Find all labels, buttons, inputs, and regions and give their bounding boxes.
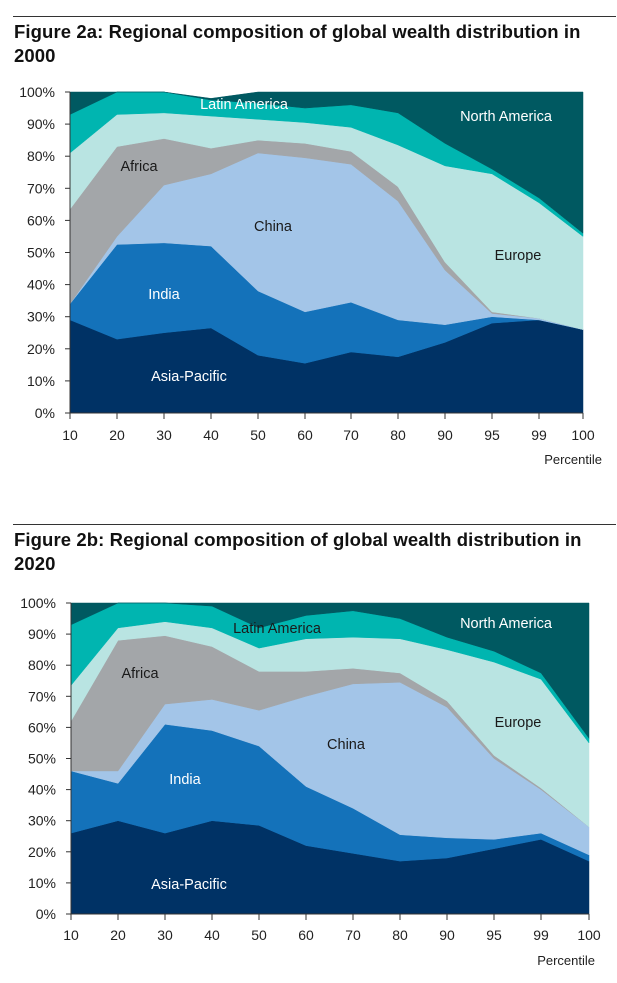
y-tick-label: 30%: [28, 813, 56, 829]
y-tick-label: 70%: [28, 688, 56, 704]
x-tick-label: 95: [486, 927, 502, 943]
x-tick-label: 100: [577, 927, 601, 943]
x-tick-label: 70: [345, 927, 361, 943]
y-tick-label: 30%: [27, 309, 55, 325]
x-tick-label: 40: [203, 427, 219, 443]
figure-title: Figure 2a: Regional composition of globa…: [14, 21, 581, 66]
series-label-china: China: [254, 219, 293, 235]
y-tick-label: 90%: [28, 626, 56, 642]
series-label-africa: Africa: [121, 666, 159, 682]
y-tick-label: 40%: [28, 782, 56, 798]
y-tick-label: 10%: [27, 373, 55, 389]
y-tick-label: 50%: [27, 245, 55, 261]
x-tick-label: 99: [531, 427, 547, 443]
area-north-america: [70, 602, 590, 740]
x-axis-title: Percentile: [537, 953, 595, 968]
y-tick-label: 70%: [27, 180, 55, 196]
stacked-area-chart: 0% 10% 20% 30% 40% 50% 60% 70% 80% 90% 100% 10 20 30 4…: [20, 595, 601, 968]
series-label-latin-america: Latin America: [200, 97, 289, 113]
x-tick-label: 95: [484, 427, 500, 443]
y-tick-label: 0%: [35, 405, 55, 421]
x-tick-label: 50: [251, 927, 267, 943]
y-tick-label: 0%: [36, 906, 56, 922]
x-tick-label: 80: [392, 927, 408, 943]
series-label-asia-pacific: Asia-Pacific: [151, 877, 227, 893]
y-tick-label: 80%: [28, 657, 56, 673]
x-tick-label: 60: [298, 927, 314, 943]
x-tick-label: 80: [390, 427, 406, 443]
x-tick-label: 30: [157, 927, 173, 943]
title-rule: [13, 16, 616, 17]
y-tick-label: 20%: [28, 844, 56, 860]
x-tick-label: 20: [110, 927, 126, 943]
x-axis-title: Percentile: [544, 452, 602, 467]
series-label-latin-america: Latin America: [233, 621, 322, 637]
y-tick-label: 90%: [27, 116, 55, 132]
x-tick-label: 99: [533, 927, 549, 943]
x-tick-label: 40: [204, 927, 220, 943]
x-tick-label: 100: [571, 427, 595, 443]
figure-2b: Figure 2b: Regional composition of globa…: [0, 508, 617, 983]
stacked-area-chart: 0% 10% 20% 30% 40% 50% 60% 70% 80% 90% 100% 10 20 30 4…: [19, 84, 602, 467]
y-tick-label: 20%: [27, 341, 55, 357]
x-tick-label: 50: [250, 427, 266, 443]
y-tick-label: 60%: [28, 719, 56, 735]
series-label-north-america: North America: [460, 109, 553, 125]
y-tick-label: 40%: [27, 277, 55, 293]
series-label-africa: Africa: [120, 159, 158, 175]
x-tick-label: 30: [156, 427, 172, 443]
x-tick-label: 10: [62, 427, 78, 443]
x-tick-label: 90: [439, 927, 455, 943]
area-north-america: [69, 91, 584, 234]
x-tick-label: 10: [63, 927, 79, 943]
series-label-china: China: [327, 737, 366, 753]
y-tick-label: 50%: [28, 751, 56, 767]
series-label-india: India: [169, 772, 201, 788]
series-label-europe: Europe: [495, 715, 542, 731]
figure-2a: Figure 2a: Regional composition of globa…: [0, 0, 617, 475]
x-tick-label: 20: [109, 427, 125, 443]
series-label-india: India: [148, 287, 180, 303]
y-tick-label: 100%: [20, 595, 56, 611]
series-label-north-america: North America: [460, 616, 553, 632]
x-tick-label: 60: [297, 427, 313, 443]
y-tick-label: 100%: [19, 84, 55, 100]
figure-title: Figure 2b: Regional composition of globa…: [14, 529, 582, 574]
series-label-europe: Europe: [495, 248, 542, 264]
title-rule: [13, 524, 616, 525]
y-tick-label: 10%: [28, 875, 56, 891]
series-label-asia-pacific: Asia-Pacific: [151, 369, 227, 385]
y-tick-label: 80%: [27, 148, 55, 164]
y-tick-label: 60%: [27, 212, 55, 228]
x-tick-label: 70: [343, 427, 359, 443]
x-tick-label: 90: [437, 427, 453, 443]
